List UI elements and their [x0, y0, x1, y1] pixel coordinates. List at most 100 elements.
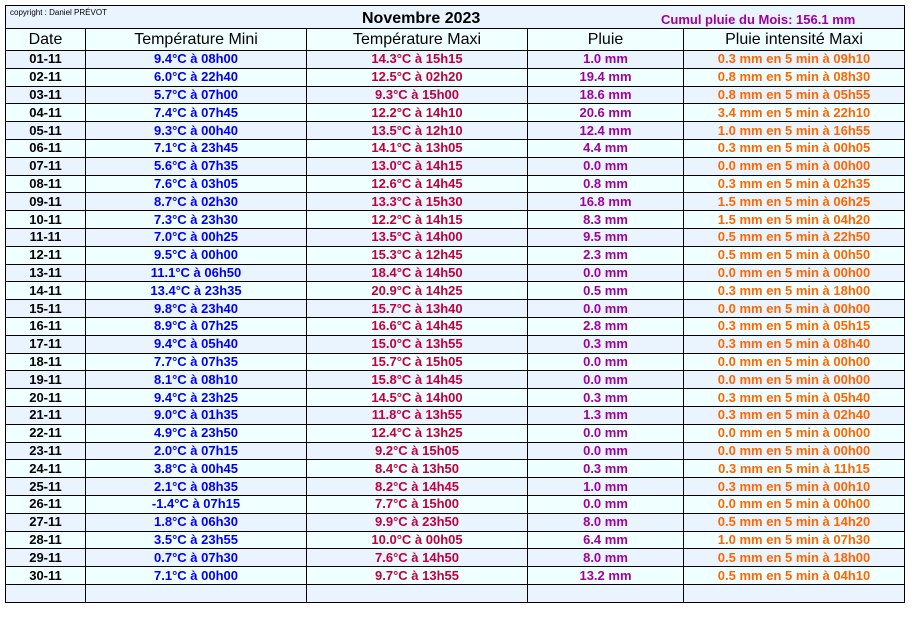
table-row: 22-11 4.9°C à 23h50 12.4°C à 13h25 0.0 mm 0.…: [5, 423, 906, 443]
temp-max-cell: 10.0°C à 00h05: [306, 530, 528, 550]
rain-intensity-cell: 0.3 mm en 5 min à 00h10: [682, 477, 906, 496]
rain-cell: 8.0 mm: [527, 512, 684, 532]
temp-min-cell: 7.6°C à 03h05: [85, 174, 307, 194]
rain-cell: 1.3 mm: [527, 405, 684, 425]
temp-max-cell: 13.3°C à 15h30: [306, 192, 528, 212]
header-temp-max: Température Maxi: [306, 28, 528, 51]
rain-cell: 12.4 mm: [527, 121, 684, 140]
date-cell: 16-11: [5, 316, 86, 336]
rain-intensity-cell: 0.0 mm en 5 min à 00h00: [682, 494, 906, 514]
temp-min-cell: 5.7°C à 07h00: [85, 85, 307, 105]
table-row: 06-11 7.1°C à 23h45 14.1°C à 13h05 4.4 mm 0.…: [5, 138, 906, 158]
rain-cell: 0.3 mm: [527, 459, 684, 479]
rain-cell: [527, 583, 684, 603]
temp-min-cell: 7.4°C à 07h45: [85, 103, 307, 123]
table-row: 30-11 7.1°C à 00h00 9.7°C à 13h55 13.2 mm 0.…: [5, 566, 906, 585]
temp-min-cell: [85, 583, 307, 603]
temp-min-cell: 13.4°C à 23h35: [85, 281, 307, 301]
table-row: 18-11 7.7°C à 07h35 15.7°C à 15h05 0.0 mm 0.…: [5, 352, 906, 372]
date-cell: 08-11: [5, 174, 86, 194]
rain-intensity-cell: 0.0 mm en 5 min à 00h00: [682, 352, 906, 372]
table-row: 20-11 9.4°C à 23h25 14.5°C à 14h00 0.3 mm 0.…: [5, 388, 906, 407]
title-bar: copyright : Daniel PRÉVOT Novembre 2023 …: [4, 5, 906, 29]
rain-intensity-cell: [682, 583, 906, 603]
temp-min-cell: -1.4°C à 07h15: [85, 494, 307, 514]
date-cell: 17-11: [5, 334, 86, 354]
table-row: 15-11 9.8°C à 23h40 15.7°C à 13h40 0.0 mm 0.…: [5, 299, 906, 318]
table-row: 28-11 3.5°C à 23h55 10.0°C à 00h05 6.4 mm 1.…: [5, 530, 906, 550]
temp-max-cell: [306, 583, 528, 603]
rain-intensity-cell: 0.3 mm en 5 min à 11h15: [682, 459, 906, 479]
rain-cell: 0.3 mm: [527, 334, 684, 354]
rain-intensity-cell: 0.5 mm en 5 min à 18h00: [682, 548, 906, 568]
rain-cell: 16.8 mm: [527, 192, 684, 212]
header-date: Date: [5, 28, 86, 51]
temp-max-cell: 13.0°C à 14h15: [306, 156, 528, 176]
date-cell: 15-11: [5, 299, 86, 318]
rain-cell: 0.5 mm: [527, 281, 684, 301]
header-rain-intensity: Pluie intensité Maxi: [682, 28, 906, 51]
table-row: 03-11 5.7°C à 07h00 9.3°C à 15h00 18.6 mm 0.…: [5, 85, 906, 105]
temp-max-cell: 13.5°C à 14h00: [306, 227, 528, 247]
rain-cell: 0.3 mm: [527, 388, 684, 407]
rain-intensity-cell: 0.0 mm en 5 min à 00h00: [682, 423, 906, 443]
temp-max-cell: 14.1°C à 13h05: [306, 138, 528, 158]
temp-min-cell: 8.1°C à 08h10: [85, 370, 307, 390]
temp-min-cell: 4.9°C à 23h50: [85, 423, 307, 443]
table-row: 05-11 9.3°C à 00h40 13.5°C à 12h10 12.4 mm 1…: [5, 121, 906, 140]
table-row: 25-11 2.1°C à 08h35 8.2°C à 14h45 1.0 mm 0.3…: [5, 477, 906, 496]
date-cell: 10-11: [5, 210, 86, 229]
date-cell: 26-11: [5, 494, 86, 514]
rain-cell: 1.0 mm: [527, 50, 684, 69]
rain-cell: 18.6 mm: [527, 85, 684, 105]
rain-cell: 0.0 mm: [527, 370, 684, 390]
date-cell: 25-11: [5, 477, 86, 496]
rain-intensity-cell: 0.3 mm en 5 min à 02h35: [682, 174, 906, 194]
date-cell: 12-11: [5, 245, 86, 265]
temp-max-cell: 15.8°C à 14h45: [306, 370, 528, 390]
rain-intensity-cell: 0.5 mm en 5 min à 04h10: [682, 566, 906, 585]
temp-min-cell: 0.7°C à 07h30: [85, 548, 307, 568]
temp-max-cell: 12.4°C à 13h25: [306, 423, 528, 443]
date-cell: 09-11: [5, 192, 86, 212]
date-cell: 06-11: [5, 138, 86, 158]
temp-min-cell: 9.3°C à 00h40: [85, 121, 307, 140]
temp-max-cell: 7.6°C à 14h50: [306, 548, 528, 568]
rain-intensity-cell: 1.5 mm en 5 min à 06h25: [682, 192, 906, 212]
rain-cell: 0.0 mm: [527, 423, 684, 443]
temp-max-cell: 20.9°C à 14h25: [306, 281, 528, 301]
monthly-rain-total: Cumul pluie du Mois: 156.1 mm: [661, 12, 856, 27]
rain-intensity-cell: 0.0 mm en 5 min à 00h00: [682, 263, 906, 283]
date-cell: 21-11: [5, 405, 86, 425]
temp-min-cell: 7.7°C à 07h35: [85, 352, 307, 372]
rain-cell: 13.2 mm: [527, 566, 684, 585]
rain-cell: 20.6 mm: [527, 103, 684, 123]
temp-max-cell: 18.4°C à 14h50: [306, 263, 528, 283]
date-cell: 04-11: [5, 103, 86, 123]
date-cell: 27-11: [5, 512, 86, 532]
temp-max-cell: 15.0°C à 13h55: [306, 334, 528, 354]
rain-intensity-cell: 1.0 mm en 5 min à 07h30: [682, 530, 906, 550]
date-cell: 01-11: [5, 50, 86, 69]
table-row: 19-11 8.1°C à 08h10 15.8°C à 14h45 0.0 mm 0.…: [5, 370, 906, 390]
temp-min-cell: 9.4°C à 08h00: [85, 50, 307, 69]
temp-min-cell: 7.3°C à 23h30: [85, 210, 307, 229]
rain-cell: 9.5 mm: [527, 227, 684, 247]
temp-max-cell: 9.3°C à 15h00: [306, 85, 528, 105]
temp-min-cell: 8.9°C à 07h25: [85, 316, 307, 336]
table-row: 27-11 1.8°C à 06h30 9.9°C à 23h50 8.0 mm 0.5…: [5, 512, 906, 532]
temp-max-cell: 12.2°C à 14h15: [306, 210, 528, 229]
temp-min-cell: 11.1°C à 06h50: [85, 263, 307, 283]
table-row: 16-11 8.9°C à 07h25 16.6°C à 14h45 2.8 mm 0.…: [5, 316, 906, 336]
rain-intensity-cell: 0.3 mm en 5 min à 05h15: [682, 316, 906, 336]
table-row: 13-11 11.1°C à 06h50 18.4°C à 14h50 0.0 mm 0…: [5, 263, 906, 283]
table-row: 10-11 7.3°C à 23h30 12.2°C à 14h15 8.3 mm 1.…: [5, 210, 906, 229]
rain-intensity-cell: 0.8 mm en 5 min à 05h55: [682, 85, 906, 105]
header-temp-min: Température Mini: [85, 28, 307, 51]
rain-intensity-cell: 0.0 mm en 5 min à 00h00: [682, 156, 906, 176]
date-cell: 19-11: [5, 370, 86, 390]
date-cell: 13-11: [5, 263, 86, 283]
temp-max-cell: 15.3°C à 12h45: [306, 245, 528, 265]
temp-max-cell: 13.5°C à 12h10: [306, 121, 528, 140]
temp-min-cell: 9.8°C à 23h40: [85, 299, 307, 318]
